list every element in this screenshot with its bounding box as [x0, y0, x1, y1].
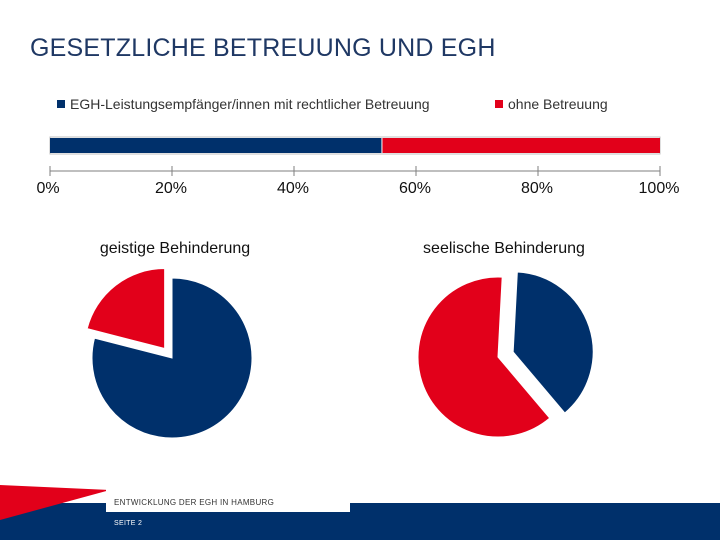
stacked-bar-chart: 0% 20% 40% 60% 80% 100% — [36, 136, 680, 197]
pie-title-geistige: geistige Behinderung — [100, 240, 250, 257]
x-tick-label: 100% — [639, 180, 680, 197]
x-tick-label: 40% — [277, 180, 309, 197]
pie-slice — [512, 271, 594, 414]
x-tick-label: 20% — [155, 180, 187, 197]
legend-label-with-betreuung: EGH-Leistungsempfänger/innen mit rechtli… — [70, 96, 430, 112]
legend-item-ohne-betreuung: ohne Betreuung — [495, 96, 608, 112]
x-tick-label: 60% — [399, 180, 431, 197]
pie-slice — [86, 268, 166, 350]
pie-slice — [417, 276, 551, 438]
legend-swatch-red — [495, 100, 503, 108]
bar-segment-with-betreuung — [50, 138, 382, 153]
footer-red-accent — [0, 485, 110, 520]
x-tick-label: 80% — [521, 180, 553, 197]
footer-band — [0, 485, 720, 540]
pie-title-seelische: seelische Behinderung — [423, 240, 585, 257]
page-title: GESETZLICHE BETREUUNG UND EGH — [30, 34, 496, 62]
pie-slice — [91, 277, 253, 439]
x-tick-label: 0% — [36, 180, 59, 197]
legend-item-with-betreuung: EGH-Leistungsempfänger/innen mit rechtli… — [57, 96, 430, 112]
footer-subtitle: ENTWICKLUNG DER EGH IN HAMBURG — [114, 498, 275, 507]
legend-swatch-navy — [57, 100, 65, 108]
pie-charts: geistige Behinderung seelische Behinderun… — [86, 240, 594, 439]
bar-segment-ohne-betreuung — [382, 138, 660, 153]
legend-label-ohne-betreuung: ohne Betreuung — [508, 96, 608, 112]
footer-label-box — [106, 488, 350, 512]
footer-page-number: SEITE 2 — [114, 520, 143, 527]
